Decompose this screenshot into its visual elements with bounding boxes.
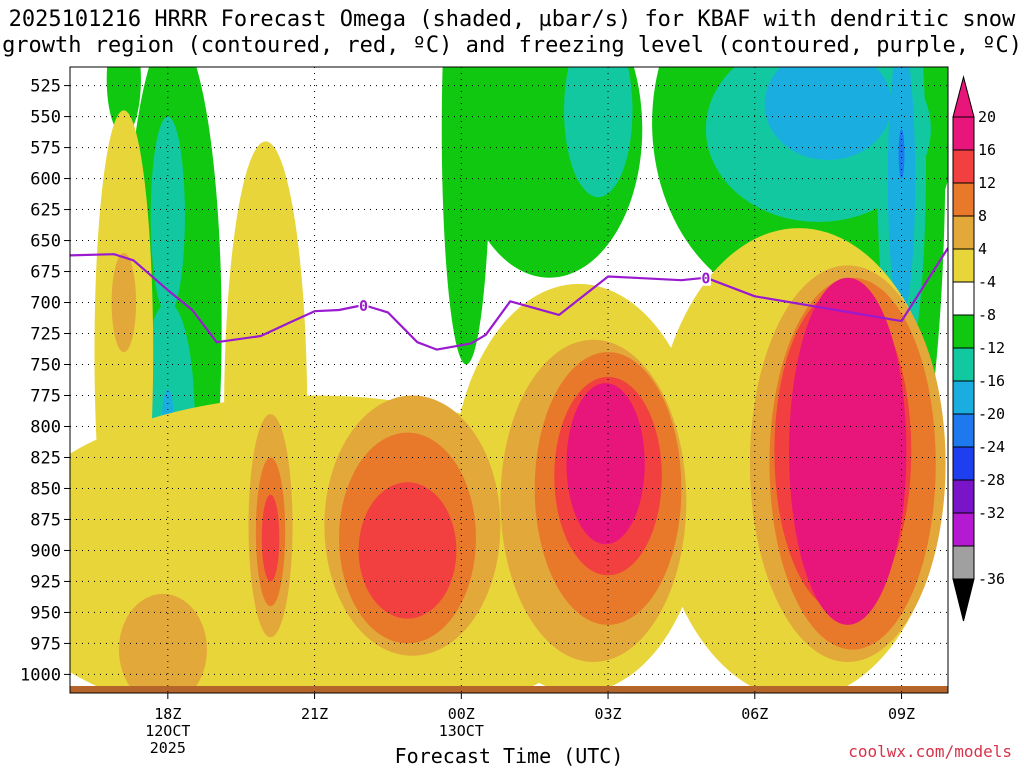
omega-region-orange-low-e [118, 593, 207, 693]
colorbar-label-4: 4 [978, 240, 987, 258]
colorbar-segment-7 [952, 347, 975, 382]
colorbar-segment-9 [952, 413, 975, 448]
x-tick-label-2025: 2025 [150, 739, 186, 757]
y-tick-label-875: 875 [30, 510, 61, 530]
freezing-level-label-1: 0 [701, 270, 710, 288]
freezing-level-label-0: 0 [359, 297, 368, 315]
y-tick-label-525: 525 [30, 77, 61, 97]
plot-frame [69, 66, 949, 694]
colorbar-label-20: 20 [978, 108, 996, 126]
omega-region-upper-blue-a [764, 67, 892, 160]
chart-title-line-1: 2025101216 HRRR Forecast Omega (shaded, … [8, 7, 1016, 32]
y-tick-label-1000: 1000 [20, 665, 61, 685]
y-tick-label-725: 725 [30, 325, 61, 345]
colorbar-segment-0 [952, 116, 975, 151]
omega-region-magenta-b [789, 277, 907, 625]
y-tick-label-800: 800 [30, 417, 61, 437]
x-axis-label: Forecast Time (UTC) [394, 744, 624, 768]
x-tick-label-13OCT: 13OCT [439, 722, 484, 740]
grid-lines [70, 67, 948, 693]
colorbar-label--36: -36 [978, 570, 1005, 588]
colorbar-segment-1 [952, 149, 975, 184]
credit-link[interactable]: coolwx.com/models [848, 742, 1012, 761]
omega-region-upper-green-e [106, 67, 141, 136]
freezing-label-bg-1 [700, 269, 711, 286]
colorbar-segment-6 [952, 314, 975, 349]
colorbar-bottom-arrow [952, 578, 975, 622]
y-tick-label-950: 950 [30, 603, 61, 623]
colorbar-segment-3 [952, 215, 975, 250]
x-tick-label-00Z: 00Z [448, 705, 475, 723]
colorbar-label--20: -20 [978, 405, 1005, 423]
colorbar: 20 16 12 8 4 -4 -8 -12 -16 -20 -24 -28 -32 -36 [952, 75, 1005, 622]
x-tick-label-06Z: 06Z [741, 705, 768, 723]
y-tick-label-975: 975 [30, 634, 61, 654]
omega-region-upper-deepblue [898, 128, 905, 179]
omega-region-upper-green-b [441, 67, 491, 365]
omega-region-upper-blue-b [887, 67, 916, 315]
freezing-label-bg-0 [358, 297, 369, 314]
colorbar-segment-13 [952, 545, 975, 580]
chart-title-line-2: growth region (contoured, red, ºC) and f… [2, 33, 1022, 58]
colorbar-label--12: -12 [978, 339, 1005, 357]
colorbar-label--24: -24 [978, 438, 1005, 456]
colorbar-label-12: 12 [978, 174, 996, 192]
y-tick-label-850: 850 [30, 479, 61, 499]
colorbar-segment-12 [952, 512, 975, 547]
y-tick-label-925: 925 [30, 572, 61, 592]
omega-region-upper-teal-18z [150, 116, 185, 315]
x-tick-label-03Z: 03Z [595, 705, 622, 723]
y-axis-ticks: 525 550 575 600 625 650 675 700 725 750 775 800 825 8… [20, 77, 70, 685]
colorbar-segment-11 [952, 479, 975, 514]
y-tick-label-825: 825 [30, 448, 61, 468]
colorbar-segment-4 [952, 248, 975, 283]
colorbar-segment-5 [952, 281, 975, 316]
colorbar-label--16: -16 [978, 372, 1005, 390]
omega-region-red-d [261, 494, 280, 582]
y-tick-label-575: 575 [30, 139, 61, 159]
colorbar-label--28: -28 [978, 471, 1005, 489]
colorbar-label-16: 16 [978, 141, 996, 159]
colorbar-segment-8 [952, 380, 975, 415]
omega-region-magenta-a [566, 383, 645, 545]
y-tick-label-550: 550 [30, 108, 61, 128]
y-tick-label-600: 600 [30, 170, 61, 190]
omega-region-red-a [358, 482, 457, 619]
colorbar-label-8: 8 [978, 207, 987, 225]
y-tick-label-700: 700 [30, 294, 61, 314]
omega-region-orange-low-f [111, 252, 137, 353]
colorbar-label--32: -32 [978, 504, 1005, 522]
colorbar-label--4: -4 [978, 273, 996, 291]
colorbar-segment-2 [952, 182, 975, 217]
y-tick-label-775: 775 [30, 386, 61, 406]
y-tick-label-675: 675 [30, 263, 61, 283]
x-tick-label-21Z: 21Z [301, 705, 328, 723]
omega-region-upper-teal-a [564, 67, 633, 198]
colorbar-top-arrow [952, 75, 975, 118]
y-tick-label-650: 650 [30, 232, 61, 252]
ground-layer [70, 686, 948, 693]
colorbar-segment-10 [952, 446, 975, 481]
y-tick-label-750: 750 [30, 356, 61, 376]
x-tick-label-18Z: 18Z [154, 705, 181, 723]
colorbar-label--8: -8 [978, 306, 996, 324]
y-tick-label-625: 625 [30, 201, 61, 221]
x-tick-label-12OCT: 12OCT [145, 722, 190, 740]
ground-strip [70, 686, 948, 693]
x-tick-label-09Z: 09Z [888, 705, 915, 723]
freezing-level-labels: 00 [358, 269, 711, 315]
y-tick-label-900: 900 [30, 541, 61, 561]
omega-shading [70, 67, 948, 693]
